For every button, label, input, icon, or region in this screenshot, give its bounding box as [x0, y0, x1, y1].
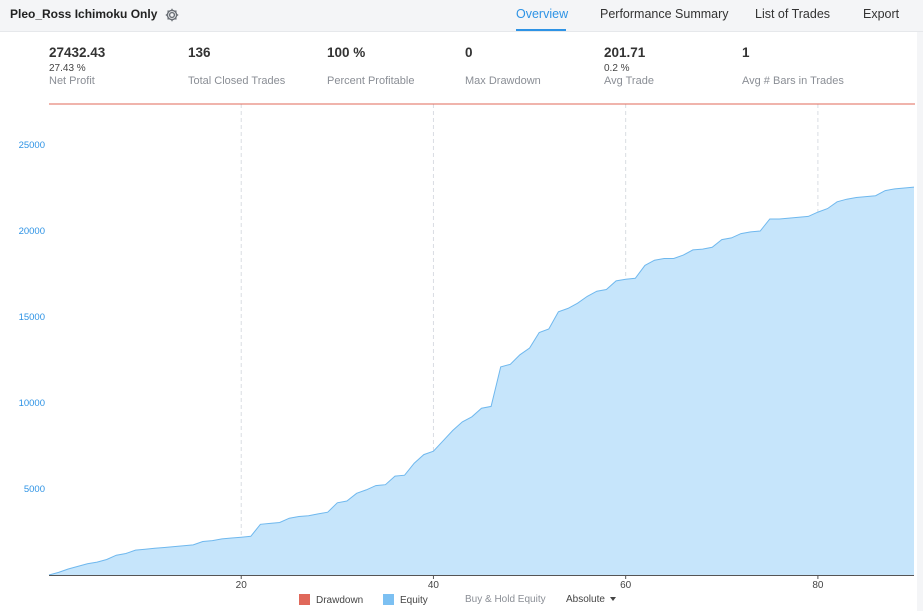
y-tick-label: 15000 [19, 312, 45, 323]
stat-value: 27432.43 [49, 45, 106, 60]
stat-label: Avg # Bars in Trades [742, 75, 844, 87]
stat-value: 201.71 [604, 45, 646, 60]
legend-drawdown-label: Drawdown [316, 595, 364, 606]
stat-avg-trade: 201.71 0.2 % Avg Trade [604, 45, 654, 87]
stat-value: 1 [742, 45, 750, 60]
stat-max-drawdown: 0 Max Drawdown [465, 45, 541, 87]
legend-equity[interactable]: Equity [383, 594, 428, 606]
report-header: Pleo_Ross Ichimoku Only Overview Perform… [0, 0, 923, 32]
y-tick-label: 10000 [19, 398, 45, 409]
y-tick-label: 25000 [19, 140, 45, 151]
x-tick-label: 60 [620, 580, 632, 590]
stat-label: Total Closed Trades [188, 75, 286, 87]
equity-swatch [383, 594, 394, 605]
tab-overview[interactable]: Overview [516, 7, 569, 21]
stat-percent [188, 63, 285, 75]
stat-value: 136 [188, 45, 211, 60]
tab-performance-summary[interactable]: Performance Summary [600, 7, 729, 21]
y-tick-label: 5000 [24, 484, 45, 495]
stat-value: 100 % [327, 45, 366, 60]
equity-line [48, 186, 915, 576]
stat-percent [327, 63, 414, 75]
gear-icon[interactable] [164, 7, 180, 23]
x-tick-label: 40 [428, 580, 440, 590]
scrollbar[interactable] [917, 32, 923, 611]
stat-percent: 0.2 % [604, 63, 630, 74]
stat-net-profit: 27432.43 27.43 % Net Profit [49, 45, 105, 87]
stat-label: Percent Profitable [327, 75, 415, 87]
mode-label: Absolute [566, 594, 605, 605]
x-tick-label: 20 [236, 580, 248, 590]
stat-label: Max Drawdown [465, 75, 541, 87]
equity-chart[interactable]: 5000 10000 15000 20000 25000 20 40 60 80 [0, 100, 917, 590]
chevron-down-icon [609, 597, 616, 601]
legend-equity-label: Equity [400, 595, 428, 606]
stat-value: 0 [465, 45, 473, 60]
stat-percent: 27.43 % [49, 63, 86, 74]
stat-label: Net Profit [49, 75, 95, 87]
strategy-title: Pleo_Ross Ichimoku Only [10, 7, 158, 21]
stat-percent-profitable: 100 % Percent Profitable [327, 45, 414, 87]
stat-avg-bars-in-trades: 1 Avg # Bars in Trades [742, 45, 844, 87]
stat-total-closed-trades: 136 Total Closed Trades [188, 45, 285, 87]
x-tick-label: 80 [812, 580, 824, 590]
legend-buy-hold-equity[interactable]: Buy & Hold Equity [465, 594, 546, 605]
stat-label: Avg Trade [604, 75, 654, 87]
mode-dropdown[interactable]: Absolute [566, 594, 616, 605]
y-tick-label: 20000 [19, 226, 45, 237]
tab-list-of-trades[interactable]: List of Trades [755, 7, 831, 21]
drawdown-swatch [299, 594, 310, 605]
active-tab-indicator [516, 29, 566, 31]
stat-percent [465, 63, 541, 75]
stat-percent [742, 63, 844, 75]
tab-export[interactable]: Export [863, 7, 900, 21]
legend-drawdown[interactable]: Drawdown [299, 594, 363, 606]
equity-area [49, 187, 914, 575]
